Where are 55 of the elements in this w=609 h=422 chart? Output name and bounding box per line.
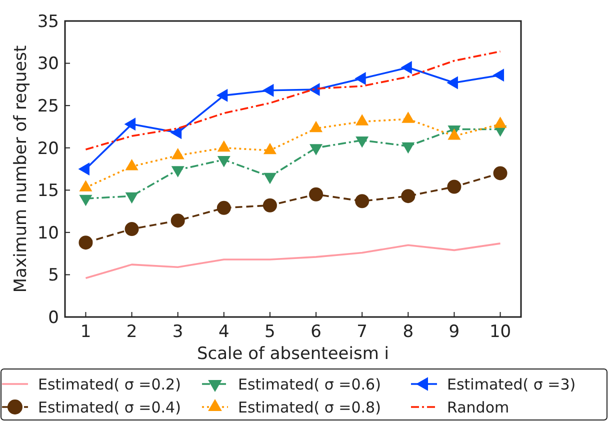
point — [78, 162, 90, 176]
y-tick-label: 25 — [37, 96, 59, 117]
point — [402, 142, 414, 154]
point — [447, 76, 458, 89]
y-tick-label: 30 — [37, 54, 59, 74]
point — [447, 180, 462, 194]
y-axis-title: Maximum number of request — [11, 45, 31, 293]
x-tick-label: 3 — [172, 322, 184, 342]
line-series — [84, 242, 502, 279]
y-tick-label: 15 — [37, 181, 59, 202]
point — [309, 187, 324, 202]
y-tick-label: 5 — [48, 266, 59, 286]
point — [124, 222, 139, 236]
point — [170, 214, 185, 228]
point — [401, 189, 416, 204]
point — [172, 166, 184, 177]
point — [264, 172, 276, 184]
x-tick-label: 4 — [218, 322, 230, 342]
point — [78, 236, 93, 250]
point — [262, 84, 274, 96]
x-tick-label: 7 — [356, 322, 368, 342]
point — [493, 166, 508, 180]
point — [310, 144, 322, 155]
point — [355, 72, 366, 85]
x-tick-label: 2 — [126, 322, 138, 342]
x-tick-label: 6 — [310, 322, 322, 342]
point — [355, 194, 370, 208]
point — [216, 89, 228, 102]
y-tick-label: 0 — [48, 308, 59, 328]
point — [356, 136, 368, 148]
legend-label: Estimated( σ =0.4) — [38, 398, 181, 416]
x-tick-label: 10 — [489, 322, 512, 342]
point — [170, 126, 182, 139]
point — [124, 118, 136, 130]
point — [401, 61, 412, 74]
legend-label: Random — [447, 398, 510, 416]
x-tick-label: 5 — [264, 322, 276, 342]
x-tick-label: 1 — [80, 322, 92, 342]
legend-label: Estimated( σ =0.2) — [38, 375, 181, 394]
x-axis-title: Scale of absenteeism i — [196, 344, 390, 364]
point — [218, 156, 230, 167]
line-series — [84, 50, 502, 150]
point — [216, 200, 231, 215]
legend-label: Estimated( σ =3) — [447, 375, 576, 394]
point — [80, 194, 92, 206]
x-tick-label: 8 — [402, 322, 414, 342]
legend-label: Estimated( σ =0.6) — [238, 375, 381, 394]
y-tick-label: 10 — [37, 223, 59, 244]
y-tick-label: 35 — [37, 12, 59, 32]
point — [493, 68, 504, 82]
point — [126, 192, 138, 204]
x-tick-label: 9 — [448, 322, 460, 342]
legend-label: Estimated( σ =0.8) — [238, 398, 381, 416]
y-tick-label: 20 — [37, 138, 59, 159]
point — [262, 198, 277, 212]
